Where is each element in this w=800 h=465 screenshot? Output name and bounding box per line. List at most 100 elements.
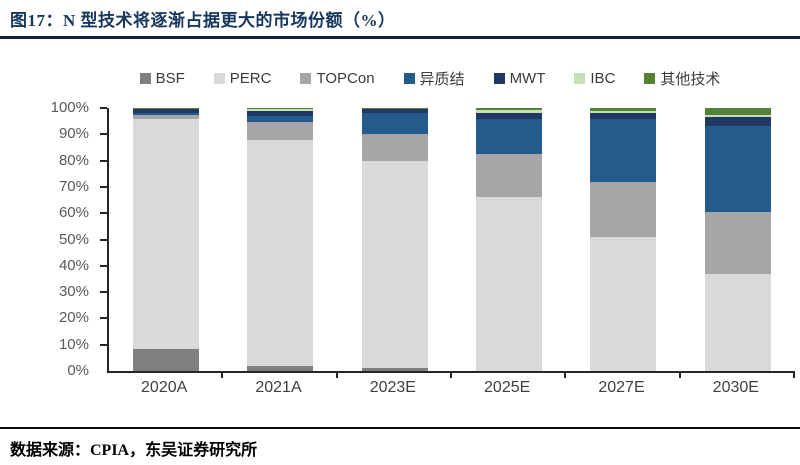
bar-segment-异质结 [704,125,771,212]
stacked-bar-2023E [361,108,428,371]
legend-item-MWT: MWT [493,69,546,87]
y-tick-label: 60% [58,204,89,222]
y-tick-label: 100% [50,99,89,116]
bar-slot-2027E [566,108,680,371]
legend-item-其他技术: 其他技术 [644,68,720,89]
chart-legend: BSF PERC TOPCon 异质结 MWT IBC 其他技术 [80,66,780,90]
y-axis-tick [100,212,107,215]
legend-label: PERC [229,69,272,87]
stacked-bar-2021A [247,108,314,371]
data-source: 数据来源：CPIA，东吴证券研究所 [10,442,258,459]
bar-segment-其他技术 [590,108,657,111]
figure-title: 图17：N 型技术将逐渐占据更大的市场份额（%） [10,11,396,30]
y-axis-tick [100,159,107,162]
y-tick-label: 10% [58,335,89,353]
x-axis-labels: 2020A 2021A 2023E 2025E 2027E 2030E [107,379,793,397]
x-tick-label-2021A: 2021A [255,379,302,396]
bar-segment-TOPCon [476,154,543,198]
legend-swatch-icon [493,72,505,84]
legend-label: 异质结 [419,70,465,88]
legend-swatch-icon [139,72,151,84]
bar-segment-IBC [476,110,543,114]
legend-item-TOPCon: TOPCon [300,69,375,87]
x-axis-tick [335,373,338,378]
bar-segment-IBC [361,108,428,110]
bar-segment-IBC [247,108,314,111]
y-axis-tick [100,133,107,136]
legend-label: TOPCon [316,69,375,87]
plot-area [100,107,795,378]
bar-segment-其他技术 [704,108,771,115]
y-tick-label: 20% [58,309,89,327]
x-tick-label-2030E: 2030E [712,379,759,396]
bar-segment-BSF [361,367,428,371]
y-tick-label: 90% [58,125,89,143]
bar-segment-PERC [133,118,200,349]
bar-segment-IBC [704,114,771,118]
bar-segment-其他技术 [361,108,428,109]
stacked-bar-2030E [704,108,771,371]
bar-segment-异质结 [133,112,200,115]
bar-slot-2020A [109,108,223,371]
bar-slot-2030E [681,108,795,371]
title-divider [0,36,800,39]
x-tick-label-2023E: 2023E [369,379,416,396]
legend-swatch-icon [300,72,312,84]
bar-segment-MWT [247,110,314,116]
legend-label: 其他技术 [660,70,721,88]
x-tick-label-2020A: 2020A [141,379,188,396]
bar-segment-异质结 [247,115,314,123]
y-axis-tick [100,343,107,346]
x-axis-tick [793,373,795,378]
bar-slot-2021A [223,108,337,371]
source-divider [0,427,800,429]
bar-segment-PERC [476,197,543,371]
legend-swatch-icon [574,72,586,84]
bar-segment-异质结 [590,118,657,182]
y-tick-label: 50% [58,230,89,248]
legend-label: BSF [155,69,185,87]
bar-segment-TOPCon [590,181,657,237]
legend-item-BSF: BSF [139,69,185,87]
y-tick-label: 70% [58,177,89,195]
bar-segment-MWT [704,117,771,126]
stacked-bar-2027E [590,108,657,371]
y-axis-tick [100,291,107,294]
bar-segment-异质结 [476,118,543,155]
stacked-bar-2020A [133,108,200,371]
bar-segment-其他技术 [133,108,200,109]
bar-slot-2023E [338,108,452,371]
x-axis-tick [564,373,567,378]
y-axis-tick [100,107,107,109]
stacked-bar-2025E [476,108,543,371]
bar-segment-IBC [133,108,200,110]
legend-item-PERC: PERC [213,69,272,87]
legend-swatch-icon [644,72,656,84]
bar-segment-其他技术 [247,108,314,109]
x-axis-tick [221,373,224,378]
x-axis-tick [450,373,452,378]
bar-segment-IBC [590,110,657,114]
bar-segment-其他技术 [476,108,543,111]
bar-segment-异质结 [361,113,428,135]
x-tick-label-2025E: 2025E [484,379,531,396]
legend-item-IBC: IBC [574,70,615,87]
x-tick-label-2027E: 2027E [598,379,645,396]
y-axis-labels: 0% 10% 20% 30% 40% 50% 60% 70% 80% 90% 100% [0,99,99,379]
y-tick-label: 30% [58,283,89,301]
bar-segment-PERC [247,139,314,366]
legend-item-异质结: 异质结 [403,68,465,89]
bar-segment-MWT [361,109,428,114]
bar-slot-2025E [452,108,566,371]
legend-swatch-icon [403,72,415,84]
bar-segment-MWT [590,113,657,119]
legend-label: MWT [509,69,546,87]
bar-segment-TOPCon [361,134,428,161]
y-tick-label: 40% [58,256,89,274]
bar-segment-PERC [590,236,657,371]
y-axis-tick [100,264,107,267]
y-tick-label: 80% [58,151,89,169]
bar-group [109,108,795,371]
y-axis-tick [100,317,107,320]
y-axis-tick [100,185,107,188]
